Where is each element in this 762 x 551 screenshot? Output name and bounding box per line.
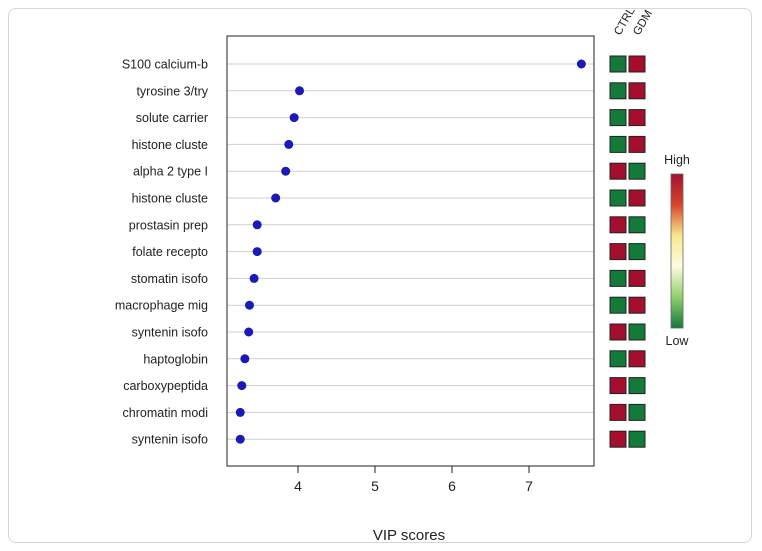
x-tick-label: 5 bbox=[371, 478, 379, 494]
category-label: folate recepto bbox=[132, 245, 208, 259]
x-axis-ticks: 4 5 6 7 bbox=[294, 465, 533, 494]
heatmap-cell bbox=[609, 189, 627, 207]
data-point bbox=[289, 113, 299, 123]
heatmap-cell bbox=[628, 403, 646, 421]
category-label: macrophage mig bbox=[115, 299, 208, 313]
heatmap-cell bbox=[609, 377, 627, 395]
heatmap-cell bbox=[628, 162, 646, 180]
heatmap-cell bbox=[628, 135, 646, 153]
heatmap-cell bbox=[628, 109, 646, 127]
colorbar-low-label: Low bbox=[666, 334, 690, 348]
category-label: prostasin prep bbox=[129, 218, 208, 232]
data-point bbox=[235, 434, 245, 444]
data-points bbox=[235, 59, 586, 444]
data-point bbox=[284, 139, 294, 149]
data-point bbox=[576, 59, 586, 69]
category-label: S100 calcium-b bbox=[122, 58, 208, 72]
colorbar-high-label: High bbox=[664, 153, 690, 167]
heatmap-cell bbox=[609, 216, 627, 234]
data-point bbox=[295, 86, 305, 96]
figure-frame bbox=[8, 8, 752, 543]
category-label: histone cluste bbox=[132, 138, 208, 152]
category-label: stomatin isofo bbox=[131, 272, 208, 286]
data-point bbox=[281, 166, 291, 176]
heatmap-cell bbox=[609, 323, 627, 341]
heatmap-cell bbox=[628, 269, 646, 287]
heatmap-cell bbox=[609, 269, 627, 287]
category-label: haptoglobin bbox=[143, 352, 208, 366]
data-point bbox=[249, 273, 259, 283]
category-label: alpha 2 type I bbox=[133, 165, 208, 179]
data-point bbox=[240, 354, 250, 364]
data-point bbox=[252, 247, 262, 257]
heatmap-cell bbox=[628, 55, 646, 73]
colorbar: High Low bbox=[664, 153, 690, 348]
category-label: tyrosine 3/try bbox=[136, 84, 208, 98]
heatmap-cell bbox=[628, 189, 646, 207]
data-point bbox=[244, 327, 254, 337]
category-label: syntenin isofo bbox=[132, 326, 208, 340]
x-tick-label: 4 bbox=[294, 478, 302, 494]
data-point bbox=[235, 407, 245, 417]
data-point bbox=[244, 300, 254, 310]
heatmap-cell bbox=[609, 403, 627, 421]
grid-lines bbox=[227, 63, 594, 440]
heatmap-cell bbox=[628, 243, 646, 261]
heatmap-cell bbox=[609, 55, 627, 73]
x-tick-label: 7 bbox=[525, 478, 533, 494]
heatmap-cell bbox=[609, 162, 627, 180]
plot-area bbox=[226, 35, 595, 467]
data-point bbox=[271, 193, 281, 203]
heatmap-cell bbox=[609, 82, 627, 100]
heatmap-cell bbox=[628, 350, 646, 368]
heatmap-cell bbox=[628, 323, 646, 341]
heatmap-cell bbox=[628, 430, 646, 448]
heatmap-cell bbox=[609, 430, 627, 448]
category-labels: S100 calcium-b tyrosine 3/try solute carri… bbox=[115, 58, 209, 447]
heatmap-cell bbox=[609, 135, 627, 153]
category-label: chromatin modi bbox=[123, 406, 208, 420]
x-axis-title: VIP scores bbox=[373, 527, 445, 544]
category-label: solute carrier bbox=[136, 111, 208, 125]
heatmap-cell bbox=[628, 82, 646, 100]
category-label: histone cluste bbox=[132, 192, 208, 206]
heatmap-cell bbox=[628, 296, 646, 314]
data-point bbox=[237, 381, 247, 391]
heatmap-cell bbox=[609, 243, 627, 261]
category-label: carboxypeptida bbox=[123, 379, 208, 393]
heatmap-cell bbox=[609, 109, 627, 127]
x-tick-label: 6 bbox=[448, 478, 456, 494]
heatmap-cell bbox=[609, 350, 627, 368]
heatmap-cell bbox=[609, 296, 627, 314]
heatmap-cell bbox=[628, 216, 646, 234]
heatmap-cell bbox=[628, 377, 646, 395]
category-label: syntenin isofo bbox=[132, 433, 208, 447]
colorbar-gradient bbox=[670, 173, 684, 329]
data-point bbox=[252, 220, 262, 230]
